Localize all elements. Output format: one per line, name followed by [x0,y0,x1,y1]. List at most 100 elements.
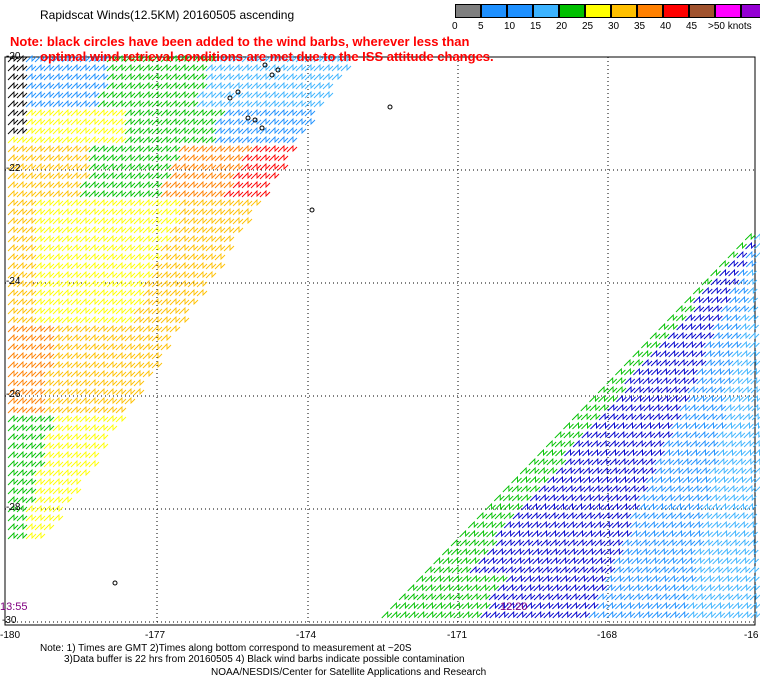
wind-barb [710,277,722,286]
wind-barb [79,270,91,279]
wind-barb [629,511,641,520]
wind-barb [587,583,599,592]
wind-barb [712,556,723,565]
wind-barb [503,520,515,529]
wind-barb [678,376,690,385]
wind-barb [25,171,37,180]
wind-barb [88,144,100,153]
wind-barb [747,313,759,322]
wind-barb [573,466,585,475]
wind-barb [555,448,566,457]
wind-barb [614,583,626,592]
wind-barb [533,574,544,583]
wind-barb [730,556,741,565]
wind-barb [677,358,689,367]
wind-barb [471,610,483,619]
wind-barb [52,243,64,252]
wind-barb [504,529,515,538]
wind-barb [711,304,723,313]
wind-barb [559,556,570,565]
wind-barb [542,592,554,601]
legend-swatch [585,4,611,18]
wind-barb [142,360,154,369]
wind-barb [259,144,271,153]
wind-barb [696,610,708,619]
wind-barb [708,457,720,466]
wind-barb [602,520,614,529]
wind-barb [34,342,46,351]
wind-barb [604,556,615,565]
wind-barb [223,135,235,144]
wind-barb [16,477,28,486]
wind-barb [689,421,700,430]
wind-barb [550,556,561,565]
wind-barb [723,367,734,376]
wind-barb [660,601,671,610]
wind-barb [79,225,91,234]
wind-barb [471,601,482,610]
wind-barb [522,529,533,538]
wind-barb [637,475,648,484]
wind-barb [655,475,666,484]
wind-barb [43,288,55,297]
wind-barb [539,520,551,529]
wind-barb [661,394,672,403]
wind-barb [16,342,28,351]
wind-barb [587,574,598,583]
wind-barb [724,394,735,403]
wind-barb [744,448,755,457]
wind-barb [232,117,244,126]
note-line-2: optimal wind retrieval conditions are me… [40,49,494,64]
wind-barb [61,171,73,180]
wind-barb [61,234,73,243]
wind-barb [745,493,757,502]
wind-barb [25,234,37,243]
wind-barb [124,243,136,252]
wind-barb [124,234,136,243]
wind-barb [732,601,743,610]
wind-barb [597,385,609,394]
wind-barb [250,108,262,117]
wind-barb [704,340,715,349]
wind-barb [52,225,64,234]
wind-barb [497,583,509,592]
wind-barb [7,54,19,63]
wind-barb [97,198,109,207]
wind-barb [43,378,55,387]
wind-barb [259,135,271,144]
wind-barb [744,466,756,475]
wind-barb [205,234,217,243]
wind-barb [61,369,73,378]
wind-barb [61,216,73,225]
wind-barb [649,556,660,565]
wind-barb [754,476,760,484]
wind-barb [43,108,55,117]
wind-barb [277,144,289,153]
wind-barb [632,358,644,367]
wind-barb [476,511,488,520]
wind-barb [16,72,28,81]
wind-barb [151,189,163,198]
wind-barb [169,243,181,252]
wind-barb [304,63,316,72]
wind-barb [223,81,235,90]
wind-barb [61,360,73,369]
wind-barb [88,90,100,99]
wind-barb [52,369,64,378]
wind-barb [561,610,573,619]
wind-barb [133,81,145,90]
wind-barb [538,493,550,502]
wind-barb [558,547,570,556]
wind-barb [61,99,73,108]
wind-barb [88,288,100,297]
wind-barb [133,333,145,342]
wind-barb [460,556,471,565]
wind-barb [693,304,705,313]
wind-barb [187,144,199,153]
wind-barb [702,547,714,556]
wind-barb [752,430,760,439]
wind-barb [408,601,419,610]
wind-barb [187,81,199,90]
wind-barb [585,538,597,547]
wind-barb [741,367,752,376]
